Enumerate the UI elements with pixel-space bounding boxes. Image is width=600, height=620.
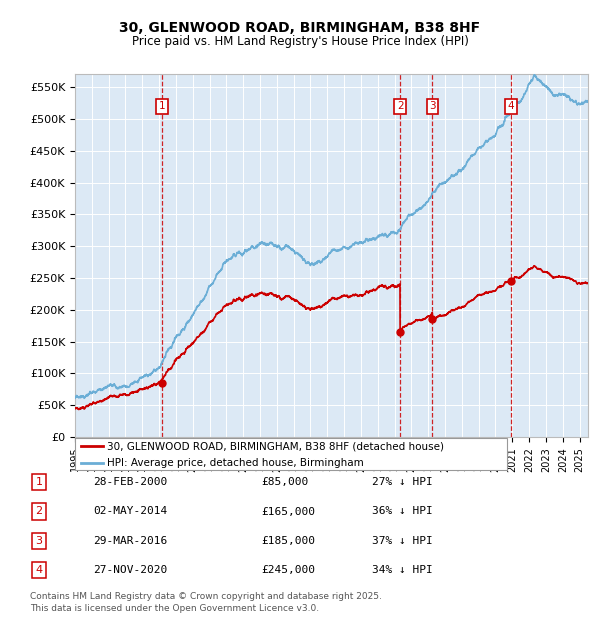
Text: £245,000: £245,000 bbox=[261, 565, 315, 575]
Text: 30, GLENWOOD ROAD, BIRMINGHAM, B38 8HF (detached house): 30, GLENWOOD ROAD, BIRMINGHAM, B38 8HF (… bbox=[107, 441, 445, 451]
Text: 27% ↓ HPI: 27% ↓ HPI bbox=[372, 477, 433, 487]
FancyBboxPatch shape bbox=[75, 438, 507, 470]
Text: 27-NOV-2020: 27-NOV-2020 bbox=[93, 565, 167, 575]
Text: 37% ↓ HPI: 37% ↓ HPI bbox=[372, 536, 433, 546]
Text: 36% ↓ HPI: 36% ↓ HPI bbox=[372, 507, 433, 516]
Text: 30, GLENWOOD ROAD, BIRMINGHAM, B38 8HF: 30, GLENWOOD ROAD, BIRMINGHAM, B38 8HF bbox=[119, 21, 481, 35]
Text: 29-MAR-2016: 29-MAR-2016 bbox=[93, 536, 167, 546]
Text: Price paid vs. HM Land Registry's House Price Index (HPI): Price paid vs. HM Land Registry's House … bbox=[131, 35, 469, 48]
Text: £185,000: £185,000 bbox=[261, 536, 315, 546]
Text: HPI: Average price, detached house, Birmingham: HPI: Average price, detached house, Birm… bbox=[107, 458, 364, 468]
Text: 1: 1 bbox=[158, 101, 165, 111]
Text: 02-MAY-2014: 02-MAY-2014 bbox=[93, 507, 167, 516]
Text: 4: 4 bbox=[35, 565, 43, 575]
Text: 4: 4 bbox=[508, 101, 514, 111]
Text: 2: 2 bbox=[397, 101, 403, 111]
Text: 34% ↓ HPI: 34% ↓ HPI bbox=[372, 565, 433, 575]
Text: 1: 1 bbox=[35, 477, 43, 487]
Text: £165,000: £165,000 bbox=[261, 507, 315, 516]
Text: 3: 3 bbox=[35, 536, 43, 546]
Text: 3: 3 bbox=[429, 101, 436, 111]
Text: 28-FEB-2000: 28-FEB-2000 bbox=[93, 477, 167, 487]
Text: £85,000: £85,000 bbox=[261, 477, 308, 487]
Text: 2: 2 bbox=[35, 507, 43, 516]
Text: Contains HM Land Registry data © Crown copyright and database right 2025.
This d: Contains HM Land Registry data © Crown c… bbox=[30, 591, 382, 613]
